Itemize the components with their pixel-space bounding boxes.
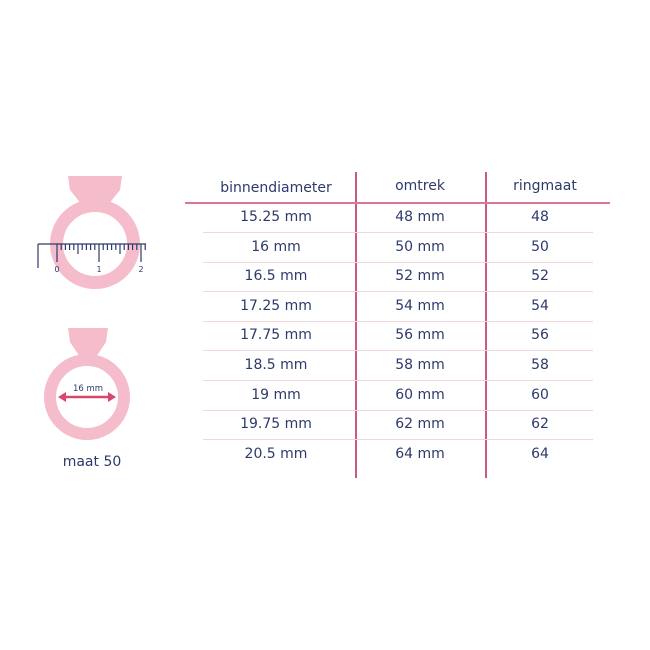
cell-ringmaat: 62 xyxy=(531,416,549,433)
cell-omtrek: 62 mm xyxy=(395,416,445,433)
cell-ringmaat: 52 xyxy=(531,268,549,285)
ruler-label-1: 1 xyxy=(96,265,101,274)
cell-omtrek: 48 mm xyxy=(395,209,445,225)
diameter-label: 16 mm xyxy=(73,384,103,394)
ring-diameter-icon: 16 mm xyxy=(44,328,130,440)
cell-omtrek: 60 mm xyxy=(395,386,445,403)
cell-ringmaat: 54 xyxy=(531,297,549,314)
row-divider xyxy=(203,261,593,263)
cell-ringmaat: 58 xyxy=(531,357,549,373)
column-divider xyxy=(355,172,357,478)
row-divider xyxy=(203,439,593,441)
cell-ringmaat: 56 xyxy=(531,327,549,344)
header-ringmaat: ringmaat xyxy=(513,178,577,194)
cell-omtrek: 56 mm xyxy=(395,327,445,344)
row-divider xyxy=(203,232,593,233)
cell-omtrek: 54 mm xyxy=(395,297,445,314)
cell-binnendiameter: 16 mm xyxy=(251,238,301,255)
cell-omtrek: 52 mm xyxy=(395,268,445,285)
cell-binnendiameter: 19 mm xyxy=(251,386,301,403)
row-divider xyxy=(203,409,593,411)
row-divider xyxy=(203,320,593,322)
cell-binnendiameter: 17.25 mm xyxy=(240,297,312,314)
header-binnendiameter: binnendiameter xyxy=(220,180,332,196)
ruler-label-2: 2 xyxy=(138,265,143,274)
ruler-label-0: 0 xyxy=(54,265,59,274)
ring-illustrations: 0 1 2 16 mm xyxy=(37,176,146,440)
cell-omtrek: 50 mm xyxy=(395,238,445,255)
cell-ringmaat: 50 xyxy=(531,238,549,255)
cell-binnendiameter: 16.5 mm xyxy=(244,268,308,285)
header-divider xyxy=(185,202,610,204)
cell-binnendiameter: 15.25 mm xyxy=(240,209,312,225)
row-divider xyxy=(203,380,593,381)
cell-ringmaat: 48 xyxy=(531,209,549,225)
ruler xyxy=(37,243,146,268)
cell-binnendiameter: 18.5 mm xyxy=(244,357,308,373)
header-omtrek: omtrek xyxy=(395,178,445,194)
cell-binnendiameter: 17.75 mm xyxy=(240,327,312,344)
row-divider xyxy=(203,291,593,293)
cell-ringmaat: 64 xyxy=(531,445,549,462)
cell-ringmaat: 60 xyxy=(531,386,549,403)
cell-omtrek: 58 mm xyxy=(395,357,445,373)
size-caption: maat 50 xyxy=(62,454,122,470)
cell-omtrek: 64 mm xyxy=(395,445,445,462)
row-divider xyxy=(203,350,593,352)
column-divider xyxy=(485,172,487,478)
cell-binnendiameter: 19.75 mm xyxy=(240,416,312,433)
cell-binnendiameter: 20.5 mm xyxy=(244,445,308,462)
ring-with-ruler-icon: 0 1 2 xyxy=(37,176,146,289)
